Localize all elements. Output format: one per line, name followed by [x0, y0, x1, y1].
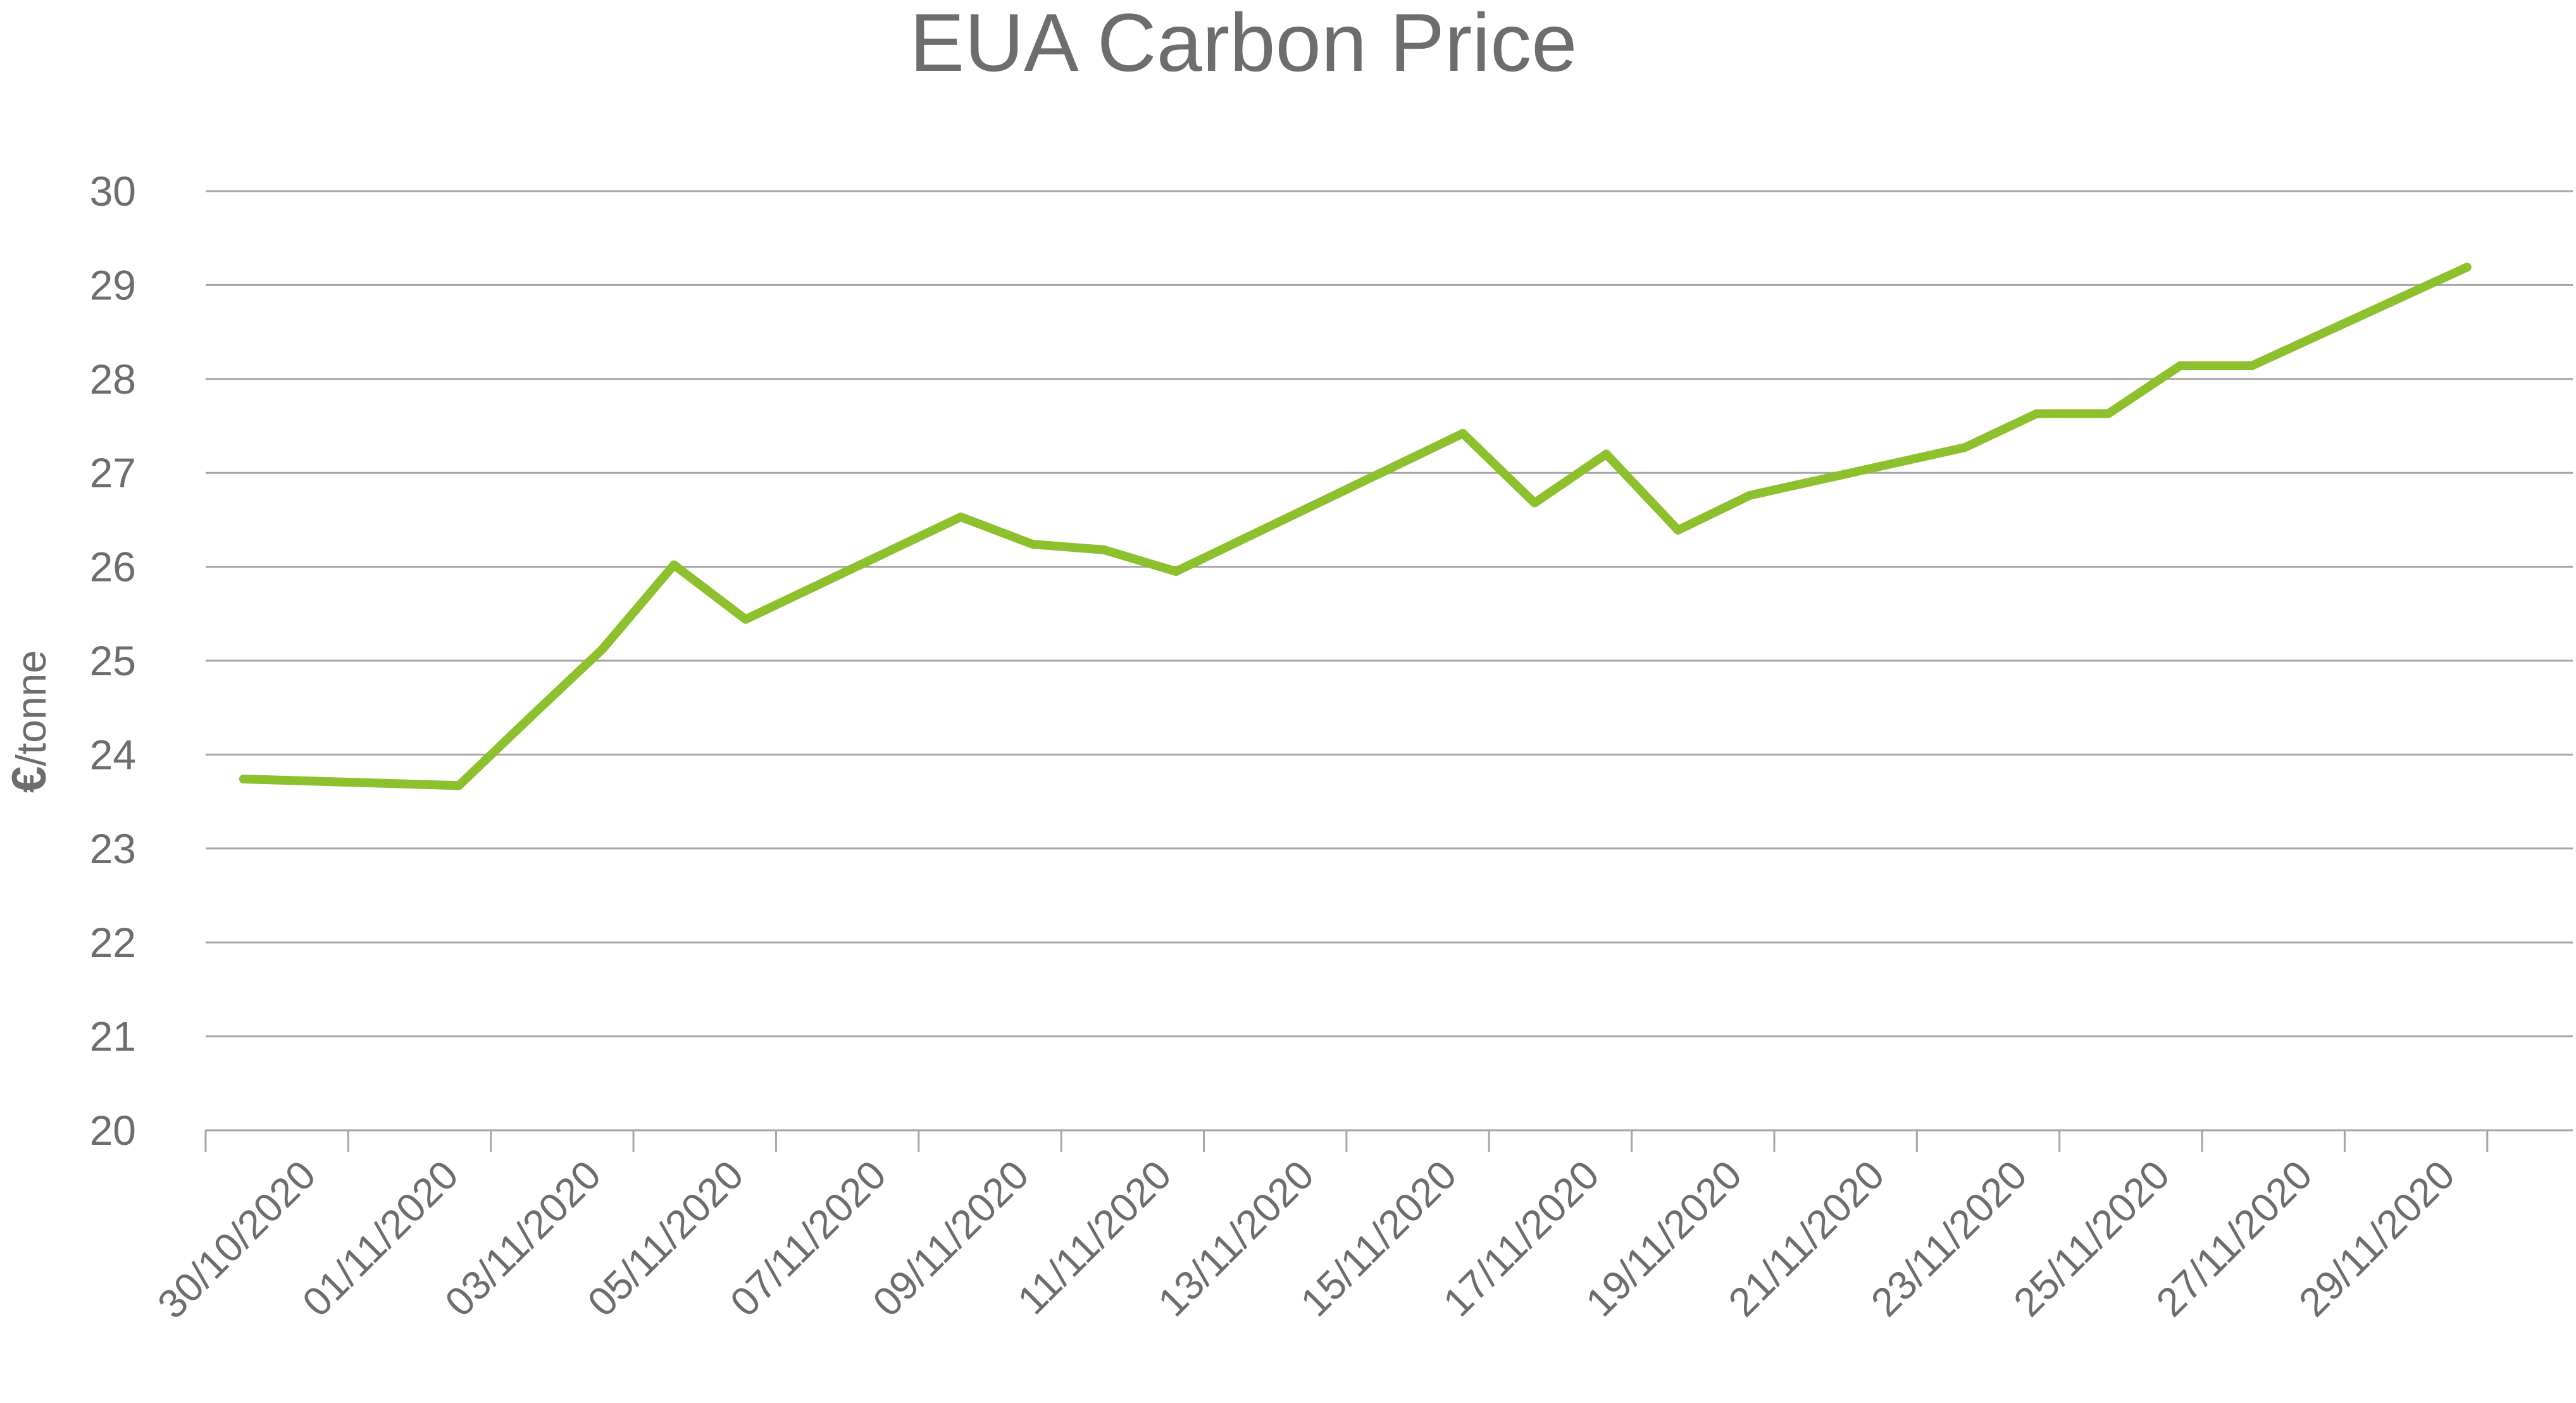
x-tick-label: 15/11/2020	[1291, 1152, 1465, 1325]
data-point	[239, 774, 248, 783]
series-line-0	[239, 263, 2472, 790]
y-tick-label: 24	[90, 731, 136, 778]
y-axis-label: €/tonne	[3, 650, 56, 793]
x-tick-label: 05/11/2020	[579, 1152, 752, 1325]
data-point	[526, 713, 535, 722]
series-layer	[239, 263, 2472, 790]
y-axis-label-text: €/tonne	[3, 650, 56, 793]
x-tick-label: 13/11/2020	[1149, 1152, 1322, 1325]
y-tick-label: 25	[90, 637, 136, 684]
x-tick-label: 17/11/2020	[1434, 1152, 1608, 1325]
y-tick-label: 26	[90, 544, 136, 590]
x-tick-label: 09/11/2020	[864, 1152, 1037, 1325]
x-tick-label: 19/11/2020	[1577, 1152, 1750, 1325]
y-axis-label-unit: /tonne	[8, 650, 54, 766]
x-axis-tick-labels: 30/10/202001/11/202003/11/202005/11/2020…	[149, 1152, 2463, 1327]
data-point	[2103, 409, 2113, 418]
data-point	[669, 560, 679, 570]
y-tick-label: 27	[90, 449, 136, 496]
data-point	[1028, 539, 1037, 549]
y-axis-label-symbol: €	[3, 766, 56, 793]
data-point	[956, 512, 966, 521]
y-tick-label: 30	[90, 168, 136, 215]
data-point	[2462, 263, 2472, 272]
y-tick-label: 22	[90, 919, 136, 966]
y-tick-label: 28	[90, 356, 136, 402]
x-tick-label: 29/11/2020	[2290, 1152, 2463, 1325]
data-point	[1673, 525, 1683, 535]
gridlines	[206, 190, 2573, 1038]
data-point	[1602, 449, 1611, 459]
data-point	[2247, 361, 2256, 371]
y-tick-label: 23	[90, 825, 136, 872]
x-tick-label: 01/11/2020	[294, 1152, 467, 1325]
y-axis-tick-labels: 20 21 22 23 24 25 26 27 28 29 30	[90, 168, 136, 1154]
x-tick-label: 27/11/2020	[2148, 1152, 2321, 1325]
data-point	[1960, 443, 1970, 452]
data-point	[454, 781, 464, 790]
chart-title: EUA Carbon Price	[910, 0, 1577, 89]
data-point	[1100, 545, 1109, 554]
y-tick-label: 21	[90, 1013, 136, 1060]
y-tick-label: 20	[90, 1107, 136, 1154]
x-tick-label: 03/11/2020	[436, 1152, 609, 1325]
x-tick-label: 23/11/2020	[1862, 1152, 2036, 1325]
data-point	[1458, 428, 1467, 438]
x-axis	[204, 1129, 2573, 1152]
data-point	[741, 614, 750, 624]
x-tick-label: 21/11/2020	[1720, 1152, 1893, 1325]
data-point	[1530, 498, 1540, 508]
data-point	[2175, 361, 2185, 371]
x-tick-label: 07/11/2020	[721, 1152, 895, 1325]
data-point	[2032, 409, 2041, 418]
data-point	[597, 645, 607, 654]
y-tick-label: 29	[90, 261, 136, 308]
data-point	[1171, 567, 1181, 577]
data-point	[1745, 490, 1755, 500]
x-tick-label: 25/11/2020	[2005, 1152, 2178, 1325]
x-tick-label: 30/10/2020	[149, 1152, 324, 1327]
